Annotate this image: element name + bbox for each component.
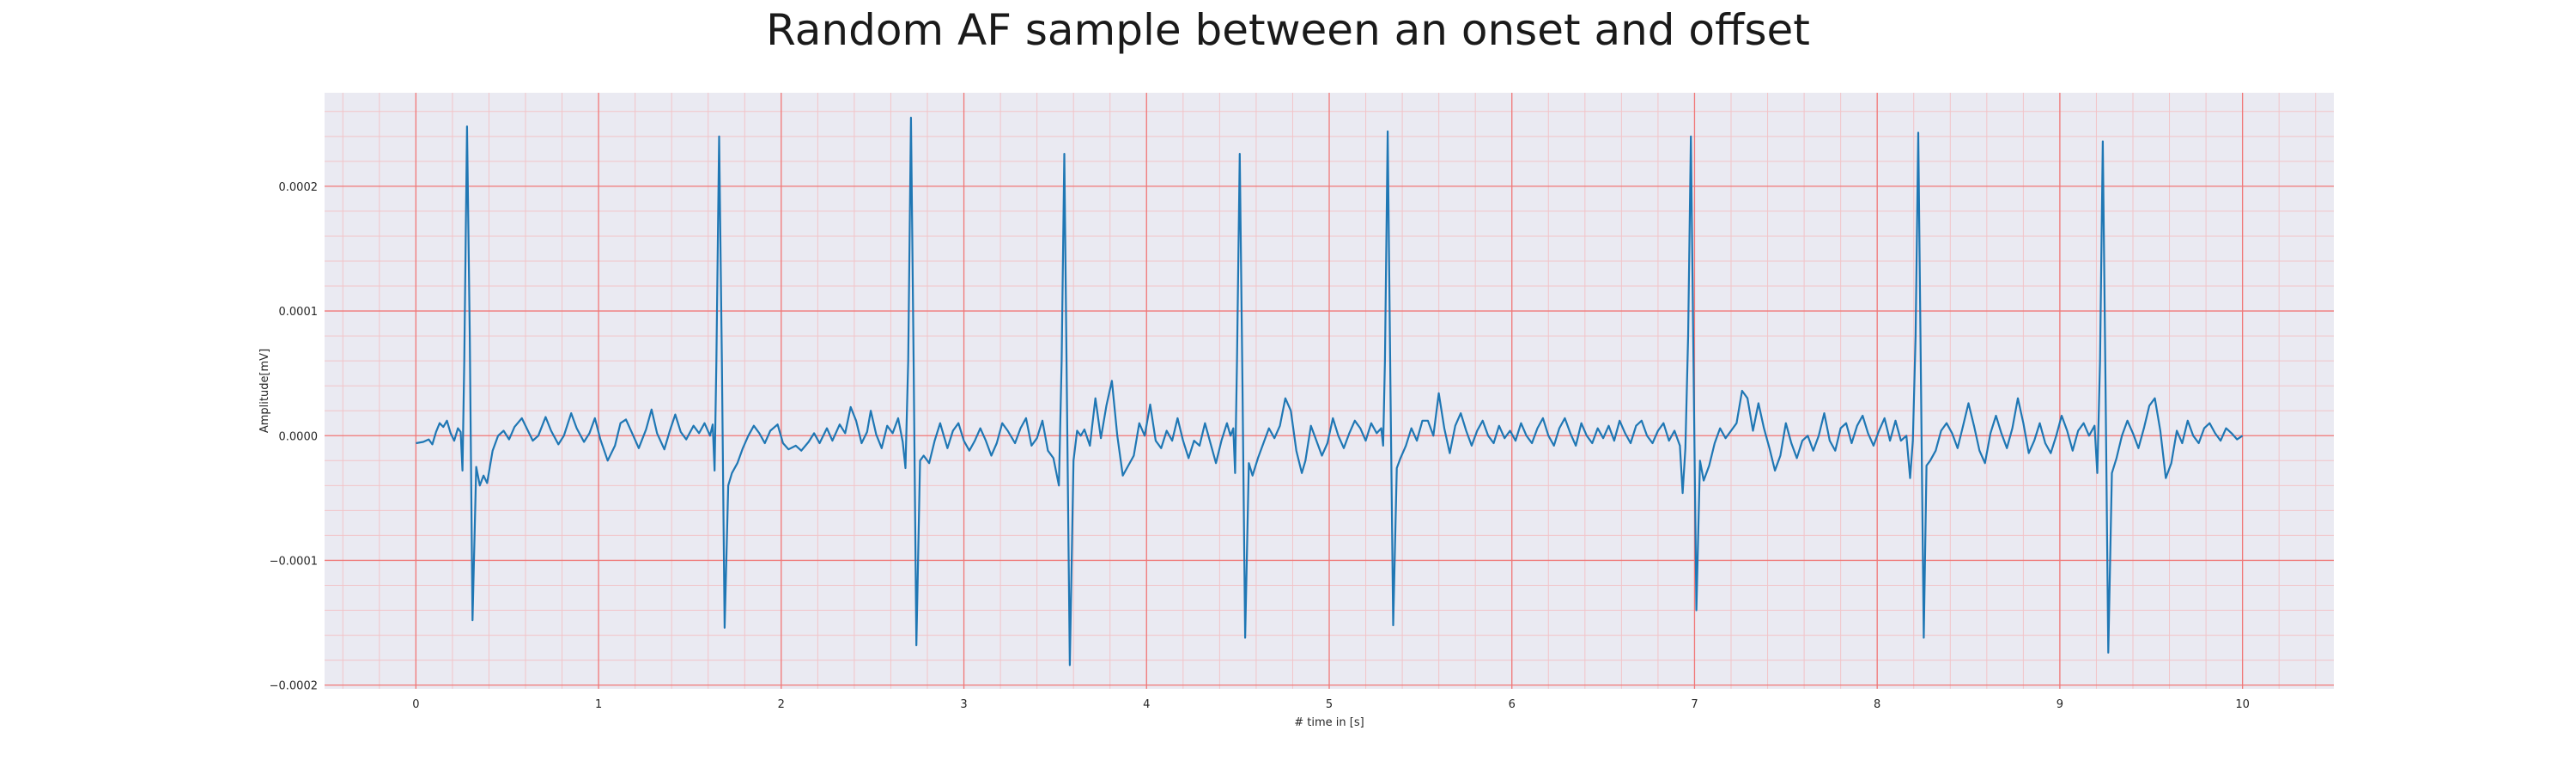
x-tick-label: 7 (1691, 698, 1698, 711)
y-tick-label: 0.0002 (279, 181, 319, 194)
y-axis-ticks: −0.0002 −0.0001 0.0000 0.0001 0.0002 (270, 181, 318, 693)
x-axis-ticks: 0 1 2 3 4 5 6 7 8 9 10 (412, 698, 2250, 711)
x-tick-label: 9 (2057, 698, 2063, 711)
x-tick-label: 6 (1509, 698, 1516, 711)
x-tick-label: 8 (1874, 698, 1880, 711)
x-tick-label: 2 (778, 698, 785, 711)
y-tick-label: −0.0001 (270, 555, 318, 568)
major-grid (325, 93, 2334, 689)
y-tick-label: 0.0000 (279, 430, 319, 443)
y-tick-label: 0.0001 (279, 306, 319, 319)
x-tick-label: 0 (412, 698, 419, 711)
y-axis-label: Amplitude[mV] (258, 349, 271, 433)
x-tick-label: 5 (1326, 698, 1333, 711)
x-tick-label: 1 (595, 698, 602, 711)
chart-title: Random AF sample between an onset and of… (766, 5, 1810, 55)
x-axis-label: # time in [s] (1294, 716, 1364, 729)
x-tick-label: 3 (960, 698, 967, 711)
x-tick-label: 4 (1143, 698, 1150, 711)
x-tick-label: 10 (2235, 698, 2250, 711)
y-tick-label: −0.0002 (270, 680, 318, 693)
ecg-series-line (416, 116, 2244, 666)
